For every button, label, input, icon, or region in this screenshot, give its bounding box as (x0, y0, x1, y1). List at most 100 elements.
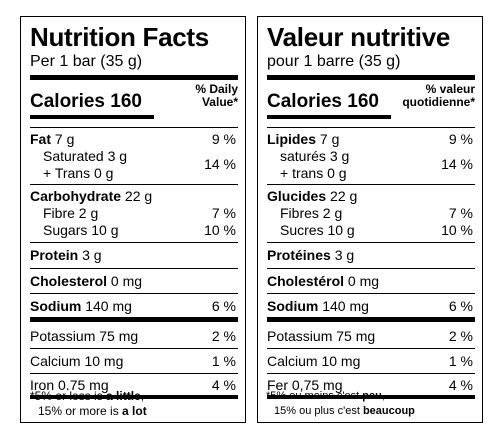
footnote-line-1: *5% ou moins c'est peu, (266, 390, 385, 402)
nutrient-amount: 10 mg (321, 353, 361, 369)
calories-value: 160 (110, 91, 142, 112)
nutrient-percent: 7 % (448, 205, 473, 221)
nutrient-amount: 3 g (82, 247, 102, 263)
divider (267, 75, 475, 80)
nutrient-label: Calcium (30, 353, 81, 369)
trans-row: + Trans 0 g (43, 165, 236, 181)
divider (267, 395, 475, 399)
nutrient-label: Fibres (280, 205, 319, 221)
divider (267, 127, 475, 128)
nutrient-amount: 140 mg (85, 298, 132, 314)
nutrient-amount: 7 g (319, 131, 340, 147)
nutrient-amount: 10 mg (84, 353, 124, 369)
nutrient-label: + trans (280, 165, 324, 181)
nutrient-percent: 6 % (448, 298, 473, 314)
nutrient-label: Sucres (280, 222, 324, 238)
daily-value-header: % valeur quotidienne* (402, 82, 475, 109)
nutrient-percent: 9 % (211, 131, 236, 147)
iron-row: Fer 0,75 mg 4 % (267, 377, 473, 393)
potassium-row: Potassium 75 mg 2 % (30, 328, 236, 344)
nutrient-amount: 2 g (78, 205, 99, 221)
nutrient-amount: 75 mg (336, 328, 376, 344)
divider (267, 268, 475, 269)
footnote-emphasis: a lot (122, 404, 147, 418)
nutrient-percent: 2 % (448, 328, 473, 344)
sugars-row: Sucres 10 g 10 % (280, 222, 473, 238)
calories-line: Calories 160 (267, 91, 379, 113)
fat-row: Fat 7 g 9 % (30, 131, 236, 147)
nutrient-amount: 22 g (124, 188, 153, 204)
nutrient-amount: 3 g (107, 148, 128, 164)
nutrient-label: Potassium (30, 328, 96, 344)
calories-value: 160 (347, 91, 379, 112)
footnote-text: 15% ou plus c'est (274, 405, 363, 417)
nutrient-amount: 7 g (54, 131, 75, 147)
divider (30, 395, 238, 399)
calories-block: Calories 160 % valeur quotidienne* (267, 77, 475, 125)
footnote-line-2: 15% ou plus c'est beaucoup (266, 404, 415, 419)
nutrient-label: Iron (30, 377, 55, 393)
nutrient-amount: 140 mg (322, 298, 369, 314)
nutrient-percent: 10 % (204, 222, 236, 238)
nutrient-label: Saturated (43, 148, 104, 164)
cholesterol-row: Cholestérol 0 mg (267, 273, 473, 289)
divider (267, 184, 475, 185)
footnote-emphasis: beaucoup (362, 405, 415, 417)
calcium-row: Calcium 10 mg 1 % (30, 353, 236, 369)
saturated-row: Saturated 3 g (43, 148, 236, 164)
divider (267, 317, 475, 322)
protein-row: Protéines 3 g (267, 247, 473, 263)
nutrient-amount: 2 g (322, 205, 343, 221)
fat-row: Lipides 7 g 9 % (267, 131, 473, 147)
nutrient-label: Calcium (267, 353, 318, 369)
sugars-row: Sugars 10 g 10 % (43, 222, 236, 238)
nutrient-label: Glucides (267, 188, 327, 204)
nutrition-facts-panel-en: Nutrition Facts Per 1 bar (35 g) Calorie… (20, 16, 246, 423)
nutrient-amount: 22 g (330, 188, 358, 204)
divider (30, 184, 238, 185)
divider (30, 293, 238, 294)
nutrient-amount: 0,75 mg (291, 377, 343, 393)
protein-row: Protein 3 g (30, 247, 236, 263)
sodium-row: Sodium 140 mg 6 % (267, 298, 473, 314)
divider (267, 348, 475, 349)
nutrient-label: Protein (30, 247, 79, 263)
saturated-trans-percent: 14 % (441, 156, 473, 172)
nutrient-label: Lipides (267, 131, 317, 147)
serving-size: pour 1 barre (35 g) (267, 53, 401, 70)
footnote-emphasis: a little (106, 389, 141, 403)
divider (267, 373, 475, 374)
nutrient-label: Cholesterol (30, 273, 108, 289)
footnote-text: *5% or less is (30, 389, 107, 403)
nutrient-percent: 2 % (211, 328, 236, 344)
nutrient-amount: 0 g (93, 165, 114, 181)
nutrient-percent: 7 % (211, 205, 236, 221)
divider (30, 242, 238, 243)
panel-title: Nutrition Facts (30, 22, 209, 52)
footnote-line-1: *5% or less is a little, (30, 389, 145, 403)
nutrient-amount: 0 mg (347, 273, 380, 289)
fibre-row: Fibre 2 g 7 % (43, 205, 236, 221)
divider (30, 127, 238, 128)
nutrient-label: Cholestérol (267, 273, 345, 289)
footnote-line-2: 15% or more is a lot (30, 404, 147, 419)
potassium-row: Potassium 75 mg 2 % (267, 328, 473, 344)
sodium-row: Sodium 140 mg 6 % (30, 298, 236, 314)
nutrient-amount: 0 mg (110, 273, 143, 289)
calories-label: Calories (267, 91, 342, 112)
calcium-row: Calcium 10 mg 1 % (267, 353, 473, 369)
nutrient-label: Potassium (267, 328, 333, 344)
nutrient-label: saturés (280, 148, 326, 164)
nutrient-label: Fibre (43, 205, 75, 221)
daily-value-header: % Daily Value* (195, 82, 238, 109)
nutrient-percent: 9 % (448, 131, 473, 147)
footnote-fr: *5% ou moins c'est peu, 15% ou plus c'es… (266, 389, 415, 419)
calories-block: Calories 160 % Daily Value* (30, 77, 238, 125)
carbohydrate-row: Carbohydrate 22 g (30, 188, 236, 204)
nutrient-label: Sodium (30, 298, 82, 314)
nutrient-label: + Trans (43, 165, 91, 181)
saturated-trans-percent: 14 % (204, 156, 236, 172)
trans-row: + trans 0 g (280, 165, 473, 181)
nutrient-percent: 4 % (211, 377, 236, 393)
footnote-text: 15% or more is (38, 404, 123, 418)
